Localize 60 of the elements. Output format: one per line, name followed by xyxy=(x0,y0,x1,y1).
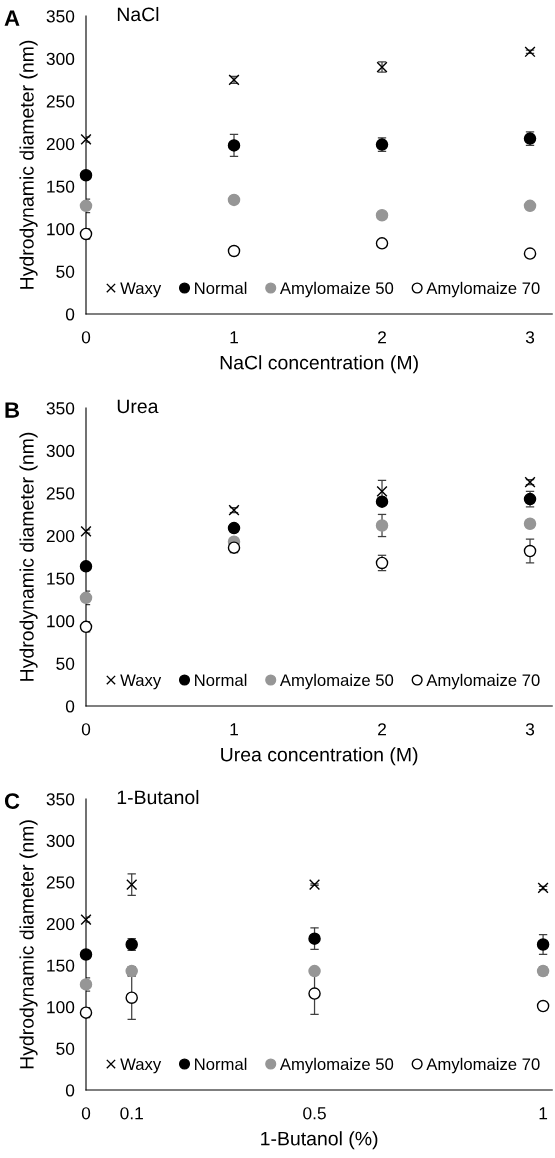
y-axis-title: Hydrodynamic diameter (nm) xyxy=(19,40,38,289)
legend-label: Waxy xyxy=(120,674,162,690)
y-tick-label: 200 xyxy=(46,917,75,931)
y-axis-title: Hydrodynamic diameter (nm) xyxy=(19,820,38,1069)
y-tick-label: 350 xyxy=(46,10,75,23)
x-tick-label: 1 xyxy=(230,331,238,344)
x-tick-label: 2 xyxy=(378,723,386,736)
y-tick-label: 300 xyxy=(46,52,75,66)
x-tick-label: 0.1 xyxy=(120,1107,143,1120)
chart-title: Urea xyxy=(117,399,159,414)
y-tick-label: 150 xyxy=(47,180,75,193)
legend-label: Waxy xyxy=(120,282,162,298)
x-axis-title: Urea concentration (M) xyxy=(221,747,418,766)
text: A xyxy=(4,10,20,26)
legend-label: Amylomaize 50 xyxy=(279,673,394,690)
y-tick-label: 50 xyxy=(56,1042,75,1055)
legend-label: Normal xyxy=(195,1057,247,1071)
y-tick-label: 350 xyxy=(46,402,75,415)
y-tick-label: 150 xyxy=(47,959,75,972)
y-tick-label: 300 xyxy=(46,444,75,458)
x-axis-title: NaCl concentration (M) xyxy=(220,355,418,374)
y-tick-label: 100 xyxy=(47,1001,75,1014)
x-tick-label: 3 xyxy=(525,723,535,736)
y-tick-label: 350 xyxy=(46,793,75,806)
y-tick-label: 0 xyxy=(65,1084,75,1097)
y-tick-label: 200 xyxy=(46,529,75,543)
legend-label: Amylomaize 70 xyxy=(426,673,540,690)
chart-title: NaCl xyxy=(117,6,159,22)
y-tick-label: 150 xyxy=(47,572,75,585)
y-tick-label: 0 xyxy=(65,308,75,321)
y-tick-label: 50 xyxy=(56,265,75,278)
legend-label: Amylomaize 50 xyxy=(279,1057,394,1074)
legend-label: Normal xyxy=(195,673,247,687)
y-axis-title: Hydrodynamic diameter (nm) xyxy=(19,432,38,681)
x-axis-title: 1-Butanol (%) xyxy=(261,1131,378,1150)
x-tick-label: 0 xyxy=(81,723,91,736)
x-tick-label: 1 xyxy=(230,723,238,736)
legend-label: Amylomaize 50 xyxy=(279,281,394,298)
x-tick-label: 1 xyxy=(539,1107,548,1120)
text: C xyxy=(4,793,20,809)
y-tick-label: 250 xyxy=(46,487,75,500)
chart-title: 1-Butanol xyxy=(117,789,199,805)
text: B xyxy=(5,402,20,418)
x-tick-label: 0 xyxy=(81,1107,91,1120)
y-tick-label: 200 xyxy=(46,137,75,151)
y-tick-label: 250 xyxy=(46,876,75,889)
legend-label: Waxy xyxy=(120,1058,162,1074)
y-tick-label: 0 xyxy=(65,700,75,713)
legend-label: Amylomaize 70 xyxy=(426,281,540,298)
y-tick-label: 100 xyxy=(47,615,75,628)
y-tick-label: 100 xyxy=(47,223,75,236)
y-tick-label: 250 xyxy=(46,95,75,108)
legend-label: Amylomaize 70 xyxy=(426,1057,540,1074)
legend-label: Normal xyxy=(195,281,247,295)
x-tick-label: 0 xyxy=(81,331,91,344)
x-tick-label: 2 xyxy=(378,331,386,344)
y-tick-label: 300 xyxy=(46,834,75,848)
y-tick-label: 50 xyxy=(56,657,75,670)
x-tick-label: 3 xyxy=(525,331,535,344)
x-tick-label: 0.5 xyxy=(303,1107,326,1120)
